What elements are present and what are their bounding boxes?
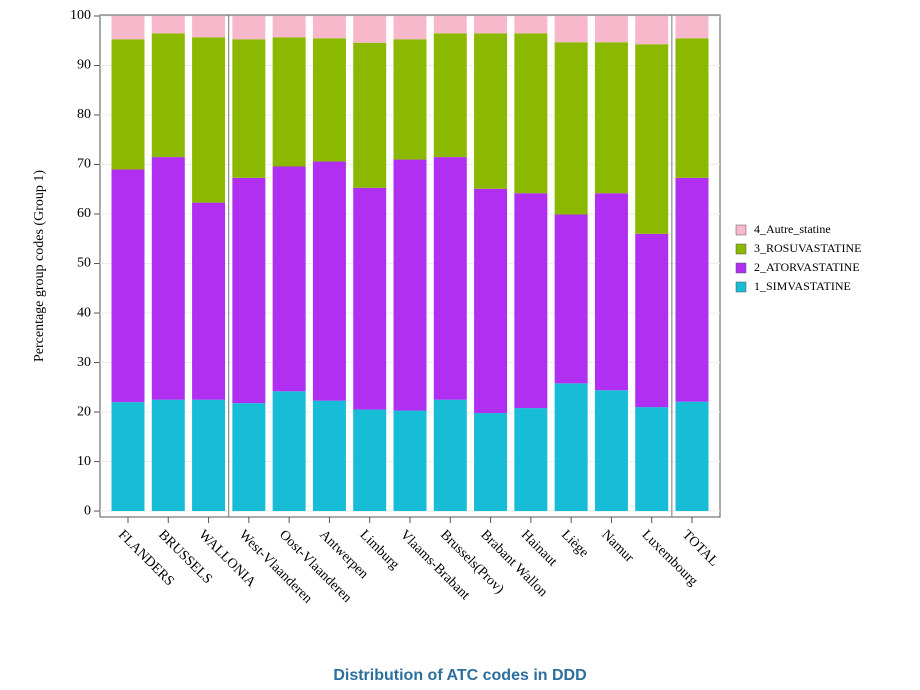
bar-segment <box>232 39 266 178</box>
y-tick-label: 60 <box>77 206 91 221</box>
bar-segment <box>192 202 226 400</box>
bar-segment <box>192 37 226 203</box>
bar-segment <box>393 159 427 411</box>
bar-segment <box>272 166 306 392</box>
legend-label: 4_Autre_statine <box>754 222 831 236</box>
legend-label: 1_SIMVASTATINE <box>754 279 851 293</box>
bar-segment <box>474 33 508 189</box>
x-tick-label: Namur <box>598 527 636 565</box>
bar-segment <box>151 33 185 158</box>
bar-segment <box>514 408 548 512</box>
bar-segment <box>675 177 709 402</box>
bar-segment <box>474 15 508 34</box>
y-tick-label: 90 <box>77 58 91 73</box>
bar-segment <box>474 188 508 414</box>
bar-segment <box>635 15 669 45</box>
bar-segment <box>635 233 669 408</box>
bar-segment <box>151 399 185 512</box>
bar-segment <box>111 402 145 512</box>
bar-segment <box>514 15 548 34</box>
bar-segment <box>433 157 467 400</box>
bar-segment <box>353 409 387 512</box>
bar-segment <box>554 42 588 215</box>
y-tick-label: 80 <box>77 107 91 122</box>
legend-swatch <box>735 243 747 255</box>
y-tick-label: 20 <box>77 404 91 419</box>
y-tick-label: 0 <box>84 503 91 518</box>
bar-segment <box>232 177 266 404</box>
bar-segment <box>594 390 628 512</box>
bar-segment <box>312 400 346 512</box>
bar-segment <box>433 399 467 512</box>
y-tick-label: 50 <box>77 256 91 271</box>
legend-swatch <box>735 262 747 274</box>
bar-segment <box>433 33 467 158</box>
bar-segment <box>353 187 387 410</box>
y-tick-label: 40 <box>77 305 91 320</box>
bar-segment <box>635 44 669 234</box>
y-tick-label: 70 <box>77 157 91 172</box>
x-tick-label: Oost-Vlaanderen <box>276 527 354 605</box>
bar-segment <box>232 403 266 512</box>
bar-segment <box>312 161 346 401</box>
y-axis-label: Percentage group codes (Group 1) <box>32 170 47 362</box>
bar-segment <box>111 15 145 40</box>
bar-segment <box>192 15 226 38</box>
bar-segment <box>111 39 145 170</box>
bar-segment <box>151 15 185 34</box>
bar-segment <box>393 15 427 40</box>
y-tick-label: 10 <box>77 454 91 469</box>
bar-segment <box>151 157 185 400</box>
bar-segment <box>353 15 387 43</box>
bar-segment <box>675 15 709 39</box>
bar-segment <box>312 38 346 162</box>
bar-segment <box>474 413 508 512</box>
legend-swatch <box>735 224 747 236</box>
bar-segment <box>675 38 709 178</box>
legend-label: 3_ROSUVASTATINE <box>754 241 862 255</box>
bar-segment <box>393 39 427 160</box>
bar-segment <box>353 42 387 188</box>
y-tick-label: 100 <box>70 8 91 23</box>
x-tick-label: Vlaams-Brabant <box>397 527 473 603</box>
bar-segment <box>675 401 709 512</box>
x-tick-label: West-Vlaanderen <box>236 527 315 606</box>
bar-segment <box>312 15 346 39</box>
bar-segment <box>554 214 588 384</box>
bar-segment <box>554 383 588 512</box>
bar-segment <box>272 37 306 167</box>
bar-segment <box>594 15 628 43</box>
bar-segment <box>192 399 226 512</box>
bar-segment <box>594 42 628 194</box>
legend-swatch <box>735 281 747 293</box>
legend-label: 2_ATORVASTATINE <box>754 260 860 274</box>
bar-segment <box>594 193 628 391</box>
y-tick-label: 30 <box>77 355 91 370</box>
x-tick-label: Liège <box>558 527 591 560</box>
bar-segment <box>554 15 588 43</box>
bar-segment <box>272 391 306 512</box>
bar-segment <box>433 15 467 34</box>
bar-segment <box>514 193 548 409</box>
bar-segment <box>635 407 669 512</box>
bar-segment <box>393 410 427 512</box>
bar-segment <box>232 15 266 40</box>
bar-segment <box>514 33 548 194</box>
chart-title: Distribution of ATC codes in DDD <box>333 667 586 684</box>
bar-segment <box>272 15 306 38</box>
bar-segment <box>111 169 145 403</box>
